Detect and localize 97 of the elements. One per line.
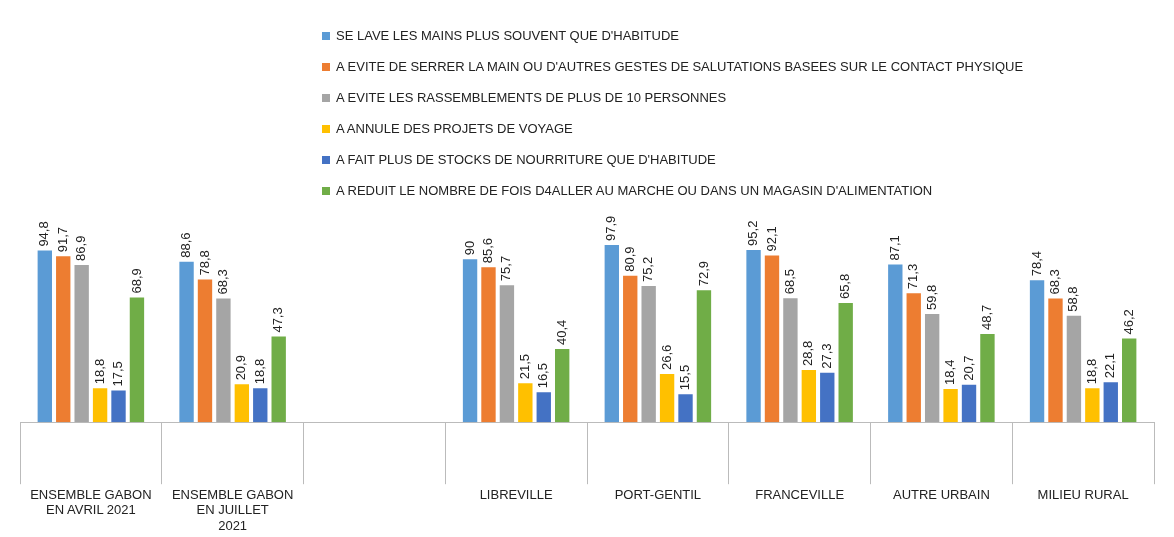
bar xyxy=(111,390,126,423)
bar xyxy=(641,286,656,423)
data-label: 75,7 xyxy=(498,255,514,282)
data-label: 86,9 xyxy=(73,235,89,261)
x-tick-label: PORT-GENTIL xyxy=(614,486,702,502)
legend-label: A FAIT PLUS DE STOCKS DE NOURRITURE QUE D'HABITUDE xyxy=(336,152,716,167)
bar xyxy=(499,285,515,423)
data-label: 91,7 xyxy=(54,226,70,253)
legend-label: A ANNULE DES PROJETS DE VOYAGE xyxy=(336,121,573,136)
data-label: 87,1 xyxy=(886,235,902,261)
bar xyxy=(481,267,496,423)
x-tick-label: MILIEU RURAL xyxy=(1037,486,1129,502)
bar xyxy=(1103,382,1118,423)
data-label: 72,9 xyxy=(695,260,711,287)
data-label: 75,2 xyxy=(640,256,656,283)
bar xyxy=(179,261,194,423)
x-tick-label: AUTRE URBAIN xyxy=(892,486,990,502)
legend-label: A EVITE DE SERRER LA MAIN OU D'AUTRES GESTES DE SALUTATIONS BASEES SUR LE CONTACT PHYSIQUE xyxy=(336,59,1024,74)
data-label: 80,9 xyxy=(621,246,637,272)
bar xyxy=(216,298,231,423)
bar xyxy=(604,245,619,423)
bar xyxy=(906,293,921,423)
bar xyxy=(271,336,286,423)
bar xyxy=(129,297,145,423)
bar xyxy=(462,259,478,423)
bar xyxy=(678,394,693,423)
data-label: 71,3 xyxy=(905,263,921,290)
data-label: 46,2 xyxy=(1120,309,1136,335)
bar xyxy=(1085,388,1100,423)
data-label: 16,5 xyxy=(535,363,551,389)
bar xyxy=(518,383,533,423)
x-tick-label: FRANCEVILLE xyxy=(755,486,845,502)
bar xyxy=(924,313,940,423)
data-label: 85,6 xyxy=(480,237,496,264)
bar xyxy=(764,255,780,423)
data-label: 28,8 xyxy=(800,340,816,367)
bar xyxy=(623,275,638,423)
data-label: 18,8 xyxy=(251,358,267,385)
data-label: 90 xyxy=(461,240,477,256)
data-label: 97,9 xyxy=(603,215,619,241)
bar xyxy=(555,349,570,423)
data-label: 68,3 xyxy=(214,269,230,295)
data-label: 18,4 xyxy=(942,359,958,385)
bar xyxy=(943,388,958,423)
data-label: 48,7 xyxy=(979,304,995,331)
data-label: 68,9 xyxy=(128,268,144,294)
data-label: 40,4 xyxy=(553,319,569,346)
legend-label: A EVITE LES RASSEMBLEMENTS DE PLUS DE 10 PERSONNES xyxy=(336,90,727,105)
bar xyxy=(801,370,817,423)
data-label: 47,3 xyxy=(270,307,286,333)
bar xyxy=(783,298,798,423)
bar xyxy=(746,249,761,423)
data-label: 27,3 xyxy=(818,343,834,369)
bar xyxy=(1029,280,1045,423)
data-label: 20,9 xyxy=(233,355,249,381)
data-label: 15,5 xyxy=(677,364,693,391)
x-tick-label: ENSEMBLE GABON EN AVRIL 2021 xyxy=(30,486,152,518)
bar xyxy=(888,264,903,423)
data-label: 22,1 xyxy=(1102,352,1118,379)
bar xyxy=(1048,298,1063,423)
bar xyxy=(696,290,712,423)
data-label: 18,8 xyxy=(91,358,107,385)
data-label: 21,5 xyxy=(516,353,532,380)
data-label: 17,5 xyxy=(110,361,126,387)
bar xyxy=(37,250,52,423)
bar xyxy=(92,388,108,423)
data-label: 78,8 xyxy=(196,250,212,276)
data-label: 59,8 xyxy=(923,284,939,310)
x-tick-label: ENSEMBLE GABON EN JUILLET 2021 xyxy=(171,486,294,533)
bar xyxy=(1066,315,1082,423)
x-tick-label: LIBREVILLE xyxy=(479,486,553,502)
bar xyxy=(838,303,853,423)
bar xyxy=(197,279,213,423)
data-label: 18,8 xyxy=(1083,358,1099,385)
data-label: 68,5 xyxy=(781,268,797,295)
legend-label: A REDUIT LE NOMBRE DE FOIS D4ALLER AU MARCHE OU DANS UN MAGASIN D'ALIMENTATION xyxy=(336,183,933,198)
bar xyxy=(253,388,268,423)
data-label: 88,6 xyxy=(178,232,194,258)
bar xyxy=(74,264,89,423)
data-label: 95,2 xyxy=(745,220,761,246)
bar xyxy=(234,384,250,423)
bar xyxy=(961,384,977,423)
data-label: 65,8 xyxy=(837,273,853,300)
bar xyxy=(980,334,995,423)
data-label: 58,8 xyxy=(1065,286,1081,312)
data-label: 26,6 xyxy=(658,344,674,371)
data-label: 92,1 xyxy=(763,226,779,252)
data-label: 20,7 xyxy=(960,355,976,381)
bar xyxy=(536,392,551,423)
data-label: 68,3 xyxy=(1047,269,1063,295)
legend-label: SE LAVE LES MAINS PLUS SOUVENT QUE D'HABITUDE xyxy=(336,28,679,43)
bar xyxy=(820,372,835,423)
bar xyxy=(659,374,675,423)
data-label: 94,8 xyxy=(36,221,52,247)
bar xyxy=(56,256,71,423)
bar xyxy=(1122,338,1137,423)
data-label: 78,4 xyxy=(1028,250,1044,277)
